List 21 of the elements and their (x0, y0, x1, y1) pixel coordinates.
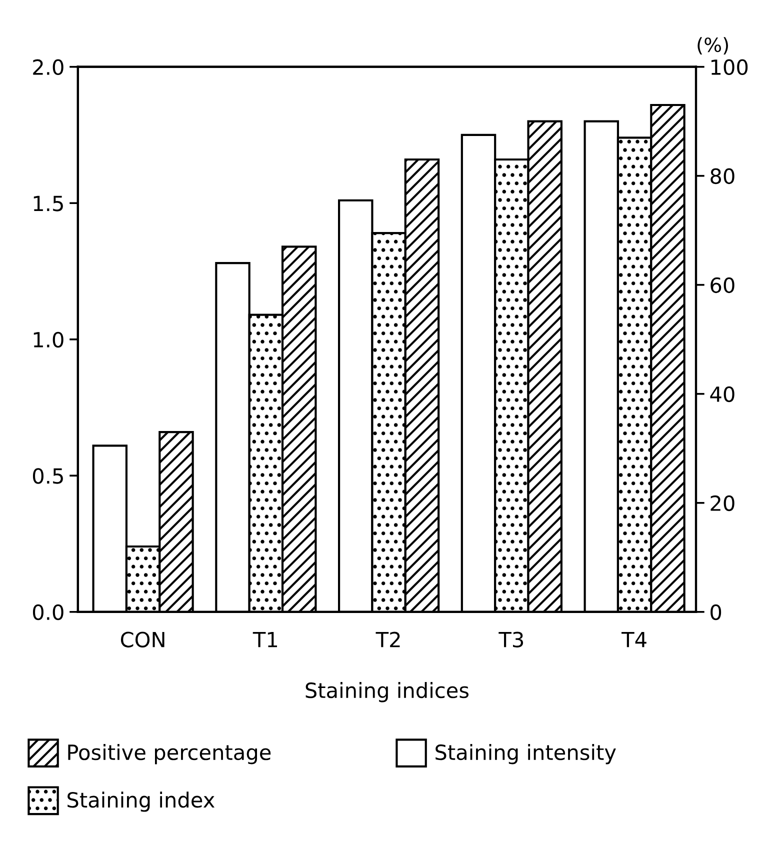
y-tick-label: 0.5 (32, 468, 63, 484)
x-tick-label: T2 (376, 632, 400, 648)
y2-tick-label: 40 (710, 386, 734, 402)
x-axis-title: Staining indices (306, 682, 469, 702)
y-tick-label: 0.0 (32, 604, 64, 620)
x-tick-label: CON (120, 632, 164, 648)
y2-tick-label: 100 (711, 59, 748, 76)
y2-tick-label: 20 (710, 495, 734, 512)
legend-label: Staining intensity (436, 744, 616, 764)
x-tick-label: T3 (498, 632, 524, 648)
y-tick-label: 1.0 (34, 332, 64, 348)
legend-label: Staining index (68, 792, 214, 812)
y2-tick-label: 60 (710, 277, 734, 294)
y2-tick-label: 80 (710, 168, 734, 184)
y2-tick-label: 0 (710, 604, 722, 620)
x-tick-label: T4 (622, 632, 646, 648)
legend-label: Positive percentage (68, 744, 271, 764)
x-tick-label: T1 (252, 632, 277, 648)
y-tick-label: 2.0 (33, 59, 64, 76)
y-tick-label: 1.5 (34, 196, 63, 212)
y2-axis-title: (%) (698, 37, 728, 54)
